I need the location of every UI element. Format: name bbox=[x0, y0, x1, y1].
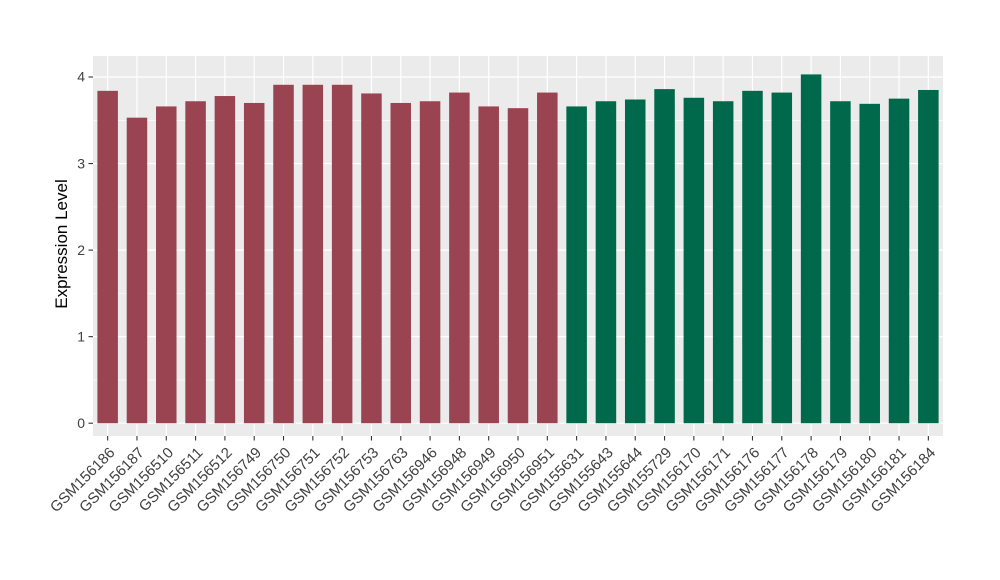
bar-GSM156948 bbox=[449, 92, 470, 424]
bar-GSM156186 bbox=[97, 90, 118, 424]
y-axis-title: Expression Level bbox=[52, 179, 71, 309]
bar-GSM156949 bbox=[478, 106, 499, 424]
bar-GSM156750 bbox=[273, 84, 294, 424]
bar-GSM156763 bbox=[390, 102, 412, 424]
bar-GSM156751 bbox=[302, 84, 324, 424]
bar-GSM155729 bbox=[654, 89, 675, 424]
bar-GSM155631 bbox=[566, 106, 587, 424]
y-tick-label: 4 bbox=[77, 69, 85, 85]
bar-GSM156179 bbox=[830, 101, 851, 424]
bar-GSM156752 bbox=[331, 84, 353, 424]
bar-GSM155644 bbox=[624, 99, 646, 424]
bar-GSM156749 bbox=[243, 102, 265, 424]
y-tick-label: 1 bbox=[77, 328, 85, 344]
bar-GSM156951 bbox=[537, 92, 558, 424]
bar-GSM156171 bbox=[712, 101, 734, 424]
bar-GSM156946 bbox=[419, 101, 441, 424]
bar-GSM156512 bbox=[214, 96, 236, 424]
bar-GSM156181 bbox=[888, 98, 910, 424]
bar-GSM156950 bbox=[507, 108, 529, 424]
bar-GSM156176 bbox=[742, 90, 763, 424]
bar-GSM156178 bbox=[800, 74, 822, 424]
bar-GSM156753 bbox=[361, 93, 382, 424]
y-tick-label: 3 bbox=[77, 155, 85, 171]
bar-GSM156170 bbox=[683, 97, 705, 424]
bar-GSM156180 bbox=[859, 103, 880, 424]
y-tick-label: 2 bbox=[77, 242, 85, 258]
bar-GSM156187 bbox=[126, 117, 148, 424]
bar-GSM156510 bbox=[156, 106, 177, 424]
y-tick-label: 0 bbox=[77, 415, 85, 431]
bar-GSM155643 bbox=[595, 101, 617, 424]
bar-GSM156184 bbox=[918, 89, 939, 424]
bar-GSM156177 bbox=[771, 92, 793, 424]
bar-GSM156511 bbox=[185, 101, 206, 424]
